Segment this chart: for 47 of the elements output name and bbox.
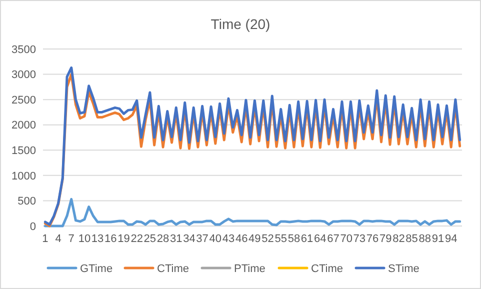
y-tick-label: 3500 (12, 44, 36, 56)
legend-label: STime (388, 262, 420, 275)
y-tick-label: 1000 (12, 170, 36, 182)
x-tick-label: 76 (366, 233, 379, 245)
x-tick-label: 28 (156, 233, 170, 245)
x-tick-label: 43 (222, 233, 235, 245)
x-tick-label: 46 (235, 233, 248, 245)
x-tick-label: 1 (42, 233, 48, 245)
x-tick-label: 64 (314, 233, 326, 245)
legend-label: CTime (157, 262, 189, 275)
x-tick-label: 85 (406, 233, 418, 245)
x-tick-label: 67 (327, 233, 340, 245)
y-tick-label: 3000 (12, 69, 36, 82)
x-tick-label: 88 (418, 233, 432, 245)
x-tick-label: 40 (209, 233, 222, 245)
x-tick-label: 22 (130, 233, 143, 245)
y-tick-label: 500 (18, 196, 36, 208)
x-tick-label: 10 (78, 233, 91, 245)
y-tick-label: 1500 (12, 144, 36, 157)
x-tick-label: 55 (274, 233, 287, 245)
legend-label: PTime (234, 262, 266, 275)
x-tick-label: 58 (288, 233, 300, 245)
x-tick-label: 70 (340, 233, 352, 245)
x-tick-label: 37 (196, 233, 208, 245)
line-series (44, 198, 462, 228)
y-tick-label: 2000 (12, 120, 36, 132)
x-tick-label: 91 (432, 233, 444, 245)
x-tick-label: 61 (300, 233, 314, 245)
x-tick-label: 31 (170, 233, 182, 245)
x-tick-label: 52 (262, 233, 274, 245)
x-tick-label: 25 (144, 233, 156, 245)
y-tick-label: 0 (30, 220, 36, 233)
x-tick-label: 94 (444, 233, 458, 245)
y-tick-label: 2500 (12, 94, 36, 106)
x-tick-label: 19 (118, 233, 130, 245)
x-tick-label: 4 (55, 233, 62, 245)
x-tick-label: 16 (104, 233, 117, 245)
x-tick-label: 7 (68, 233, 74, 245)
x-tick-label: 49 (248, 233, 261, 245)
x-tick-label: 79 (379, 233, 392, 245)
legend-label: GTime (80, 262, 113, 275)
chart-title: Time (20) (210, 16, 270, 32)
x-tick-label: 82 (392, 233, 405, 245)
legend-label: CTime (311, 262, 343, 275)
x-tick-label: 73 (353, 233, 366, 245)
x-tick-label: 34 (183, 233, 196, 245)
x-tick-label: 13 (91, 233, 104, 245)
